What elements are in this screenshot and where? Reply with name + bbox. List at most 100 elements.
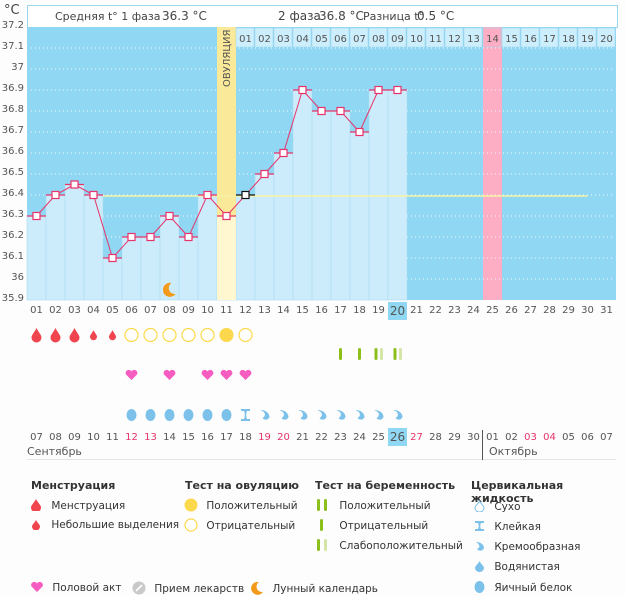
date-label[interactable]: 17	[220, 432, 233, 443]
today-date[interactable]: 26	[388, 428, 407, 446]
date-label[interactable]: 25	[372, 432, 385, 443]
date-label[interactable]: 03	[524, 432, 537, 443]
post-ovulation-day-cell	[577, 27, 597, 48]
cycle-day-label[interactable]: 08	[163, 305, 176, 316]
temperature-point	[146, 232, 155, 242]
date-label[interactable]: 07	[30, 432, 43, 443]
post-ovulation-day-label: 14	[486, 34, 499, 45]
cycle-day-label[interactable]: 02	[49, 305, 62, 316]
creamy-icon	[279, 410, 289, 420]
heart-icon	[31, 581, 43, 592]
date-label[interactable]: 23	[334, 432, 347, 443]
date-label[interactable]: 06	[581, 432, 594, 443]
date-label[interactable]: 12	[125, 432, 138, 443]
cycle-day-label[interactable]: 22	[429, 305, 442, 316]
cycle-day-label[interactable]: 17	[334, 305, 347, 316]
cycle-day-label[interactable]: 25	[486, 305, 499, 316]
temperature-bar	[121, 236, 142, 301]
cycle-day-label[interactable]: 18	[353, 305, 366, 316]
y-tick-label: 37	[11, 62, 24, 73]
ovulation-positive-icon	[184, 498, 198, 512]
date-label[interactable]: 05	[562, 432, 575, 443]
date-label[interactable]: 19	[258, 432, 271, 443]
cycle-day-label[interactable]: 15	[296, 305, 309, 316]
post-ovulation-day-cell	[349, 27, 369, 48]
date-label[interactable]: 27	[410, 432, 423, 443]
post-ovulation-day-cell	[406, 27, 426, 48]
temperature-bar	[311, 110, 332, 301]
cycle-day-label[interactable]: 28	[543, 305, 556, 316]
cycle-day-label[interactable]: 23	[448, 305, 461, 316]
date-label[interactable]: 24	[353, 432, 366, 443]
date-label[interactable]: 20	[277, 432, 290, 443]
date-label[interactable]: 07	[600, 432, 613, 443]
cycle-day-label[interactable]: 03	[68, 305, 81, 316]
post-ovulation-day-label: 02	[258, 34, 271, 45]
temperature-bar	[254, 173, 275, 301]
date-label[interactable]: 01	[486, 432, 499, 443]
dry-drop-icon	[474, 499, 485, 513]
cycle-day-label[interactable]: 05	[106, 305, 119, 316]
cycle-day-label[interactable]: 12	[239, 305, 252, 316]
cycle-day-label[interactable]: 14	[277, 305, 290, 316]
date-label[interactable]: 10	[87, 432, 100, 443]
phase2-value: 36.8 °C	[319, 9, 364, 23]
post-ovulation-day-label: 05	[315, 34, 328, 45]
cycle-day-label[interactable]: 19	[372, 305, 385, 316]
month-label-september: Сентябрь	[27, 445, 82, 458]
legend-cervical-watery: Водянистая	[474, 560, 560, 573]
date-label[interactable]: 13	[144, 432, 157, 443]
today-cycle-day[interactable]: 20	[388, 302, 407, 320]
temperature-point	[108, 253, 117, 263]
cycle-day-label[interactable]: 06	[125, 305, 138, 316]
cycle-day-label[interactable]: 07	[144, 305, 157, 316]
cycle-day-label[interactable]: 24	[467, 305, 480, 316]
legend-medication: Прием лекарств	[132, 581, 244, 595]
temperature-bar	[273, 152, 294, 301]
date-label[interactable]: 14	[163, 432, 176, 443]
egg-white-icon	[474, 581, 485, 593]
y-tick-label: 36.2	[1, 230, 24, 241]
egg-white-icon	[221, 409, 232, 421]
date-label[interactable]: 28	[429, 432, 442, 443]
post-ovulation-day-label: 12	[448, 34, 461, 45]
cycle-day-label[interactable]: 13	[258, 305, 271, 316]
date-label[interactable]: 21	[296, 432, 309, 443]
legend-intercourse: Половой акт	[30, 581, 121, 594]
date-label[interactable]: 02	[505, 432, 518, 443]
cycle-day-label[interactable]: 31	[600, 305, 613, 316]
phase2-label: 2 фаза	[278, 9, 321, 23]
cycle-day-label[interactable]: 11	[220, 305, 233, 316]
post-ovulation-day-cell	[330, 27, 350, 48]
date-label[interactable]: 04	[543, 432, 556, 443]
date-label[interactable]: 08	[49, 432, 62, 443]
small-drop-icon	[32, 520, 40, 531]
post-ovulation-day-cell	[482, 27, 502, 48]
phase1-label: Средняя t° 1 фаза	[55, 10, 161, 23]
temperature-point	[260, 169, 269, 179]
date-label[interactable]: 09	[68, 432, 81, 443]
cycle-day-label[interactable]: 10	[201, 305, 214, 316]
date-label[interactable]: 15	[182, 432, 195, 443]
date-label[interactable]: 11	[106, 432, 119, 443]
cycle-day-label[interactable]: 29	[562, 305, 575, 316]
date-label[interactable]: 16	[201, 432, 214, 443]
cycle-day-label[interactable]: 26	[505, 305, 518, 316]
temperature-point	[241, 190, 250, 200]
date-label[interactable]: 22	[315, 432, 328, 443]
cycle-day-label[interactable]: 16	[315, 305, 328, 316]
cycle-day-label[interactable]: 04	[87, 305, 100, 316]
cycle-day-label[interactable]: 01	[30, 305, 43, 316]
date-label[interactable]: 18	[239, 432, 252, 443]
date-label[interactable]: 29	[448, 432, 461, 443]
y-tick-label: 36.7	[1, 125, 24, 136]
post-ovulation-day-label: 09	[391, 34, 404, 45]
cycle-day-label[interactable]: 27	[524, 305, 537, 316]
diff-label: Разница t°	[363, 10, 425, 23]
date-label[interactable]: 30	[467, 432, 480, 443]
cycle-day-label[interactable]: 21	[410, 305, 423, 316]
y-tick-label: 36	[11, 272, 24, 283]
sticky-icon	[241, 409, 250, 421]
cycle-day-label[interactable]: 09	[182, 305, 195, 316]
cycle-day-label[interactable]: 30	[581, 305, 594, 316]
